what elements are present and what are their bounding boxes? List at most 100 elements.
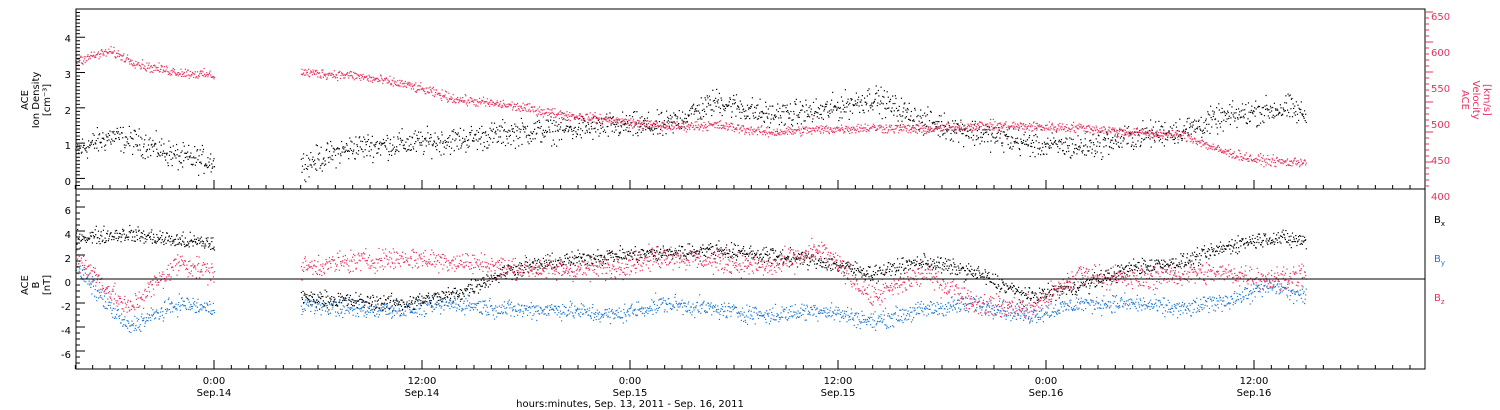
by-point [370, 309, 372, 311]
velocity-point [734, 128, 736, 130]
density-point [547, 119, 549, 121]
velocity-point [441, 89, 443, 91]
density-point [1269, 105, 1272, 107]
by-point [572, 312, 574, 314]
velocity-point [429, 86, 431, 88]
by-point [319, 301, 321, 303]
velocity-point [322, 76, 324, 78]
density-point [1293, 112, 1295, 114]
density-point [488, 136, 491, 139]
velocity-point [576, 117, 578, 119]
density-point [968, 137, 970, 139]
by-point [206, 302, 208, 304]
velocity-point [563, 112, 565, 115]
velocity-point [144, 68, 146, 70]
by-point [450, 303, 452, 305]
velocity-point [385, 79, 387, 81]
density-point [880, 100, 882, 102]
density-point [762, 113, 764, 115]
by-point [431, 306, 433, 308]
density-point [661, 122, 663, 124]
density-point [465, 151, 467, 153]
density-point [466, 139, 469, 142]
by-point [442, 301, 444, 303]
density-point [1036, 136, 1038, 138]
velocity-point [417, 85, 419, 87]
velocity-point [773, 129, 775, 131]
density-point [886, 91, 888, 93]
by-point [398, 302, 400, 304]
by-point [200, 303, 202, 306]
velocity-point [1176, 130, 1178, 132]
velocity-point [999, 127, 1001, 129]
density-point [190, 163, 192, 165]
by-point [135, 329, 137, 331]
velocity-point [455, 98, 458, 100]
velocity-point [1035, 128, 1037, 130]
density-point [182, 166, 184, 168]
density-point [1279, 112, 1281, 114]
velocity-point [1288, 164, 1290, 166]
velocity-point [928, 126, 930, 128]
velocity-point [1136, 131, 1138, 133]
velocity-point [1044, 127, 1046, 130]
density-point [773, 118, 775, 121]
density-point [752, 112, 754, 114]
by-point [396, 312, 398, 314]
density-point [176, 143, 178, 146]
density-point [879, 103, 881, 105]
density-point [1081, 152, 1083, 154]
by-point [437, 303, 439, 305]
velocity-point [1200, 142, 1202, 144]
density-point [724, 110, 726, 112]
velocity-point [1124, 132, 1126, 134]
velocity-point [785, 127, 788, 130]
velocity-point [828, 133, 830, 135]
density-point [482, 149, 484, 152]
density-point [771, 105, 773, 107]
velocity-point [623, 119, 625, 121]
velocity-point [1179, 136, 1181, 138]
velocity-point [1185, 141, 1187, 143]
velocity-point [1244, 154, 1246, 156]
velocity-point [1013, 125, 1015, 127]
velocity-point [301, 74, 304, 76]
density-point [645, 126, 647, 128]
density-point [184, 156, 186, 159]
velocity-point [1120, 129, 1122, 131]
density-point [938, 115, 940, 117]
velocity-point [654, 120, 656, 122]
density-point [898, 109, 900, 111]
velocity-point [202, 71, 204, 73]
velocity-point [530, 110, 532, 112]
velocity-point [452, 101, 454, 104]
density-point [201, 144, 203, 147]
velocity-point [1079, 126, 1081, 128]
by-point [126, 320, 128, 322]
velocity-point [1285, 161, 1287, 163]
density-point [337, 153, 339, 155]
by-point [433, 308, 436, 310]
density-point [517, 126, 519, 128]
density-point [1039, 147, 1041, 149]
velocity-point [521, 109, 524, 111]
density-point [490, 138, 492, 140]
velocity-point [888, 126, 890, 128]
velocity-point [520, 106, 522, 108]
velocity-point [865, 127, 867, 129]
density-point [1110, 139, 1112, 141]
velocity-point [606, 118, 608, 120]
velocity-point [1093, 133, 1095, 135]
density-point [1181, 139, 1183, 142]
density-point [557, 129, 559, 131]
velocity-point [539, 106, 541, 108]
density-point [397, 136, 399, 138]
density-point [487, 147, 489, 149]
velocity-point [881, 126, 883, 128]
density-point [1196, 128, 1198, 130]
velocity-point [576, 116, 579, 118]
velocity-point [347, 72, 349, 74]
velocity-point [985, 124, 987, 126]
velocity-point [832, 131, 834, 134]
density-point [598, 121, 601, 123]
